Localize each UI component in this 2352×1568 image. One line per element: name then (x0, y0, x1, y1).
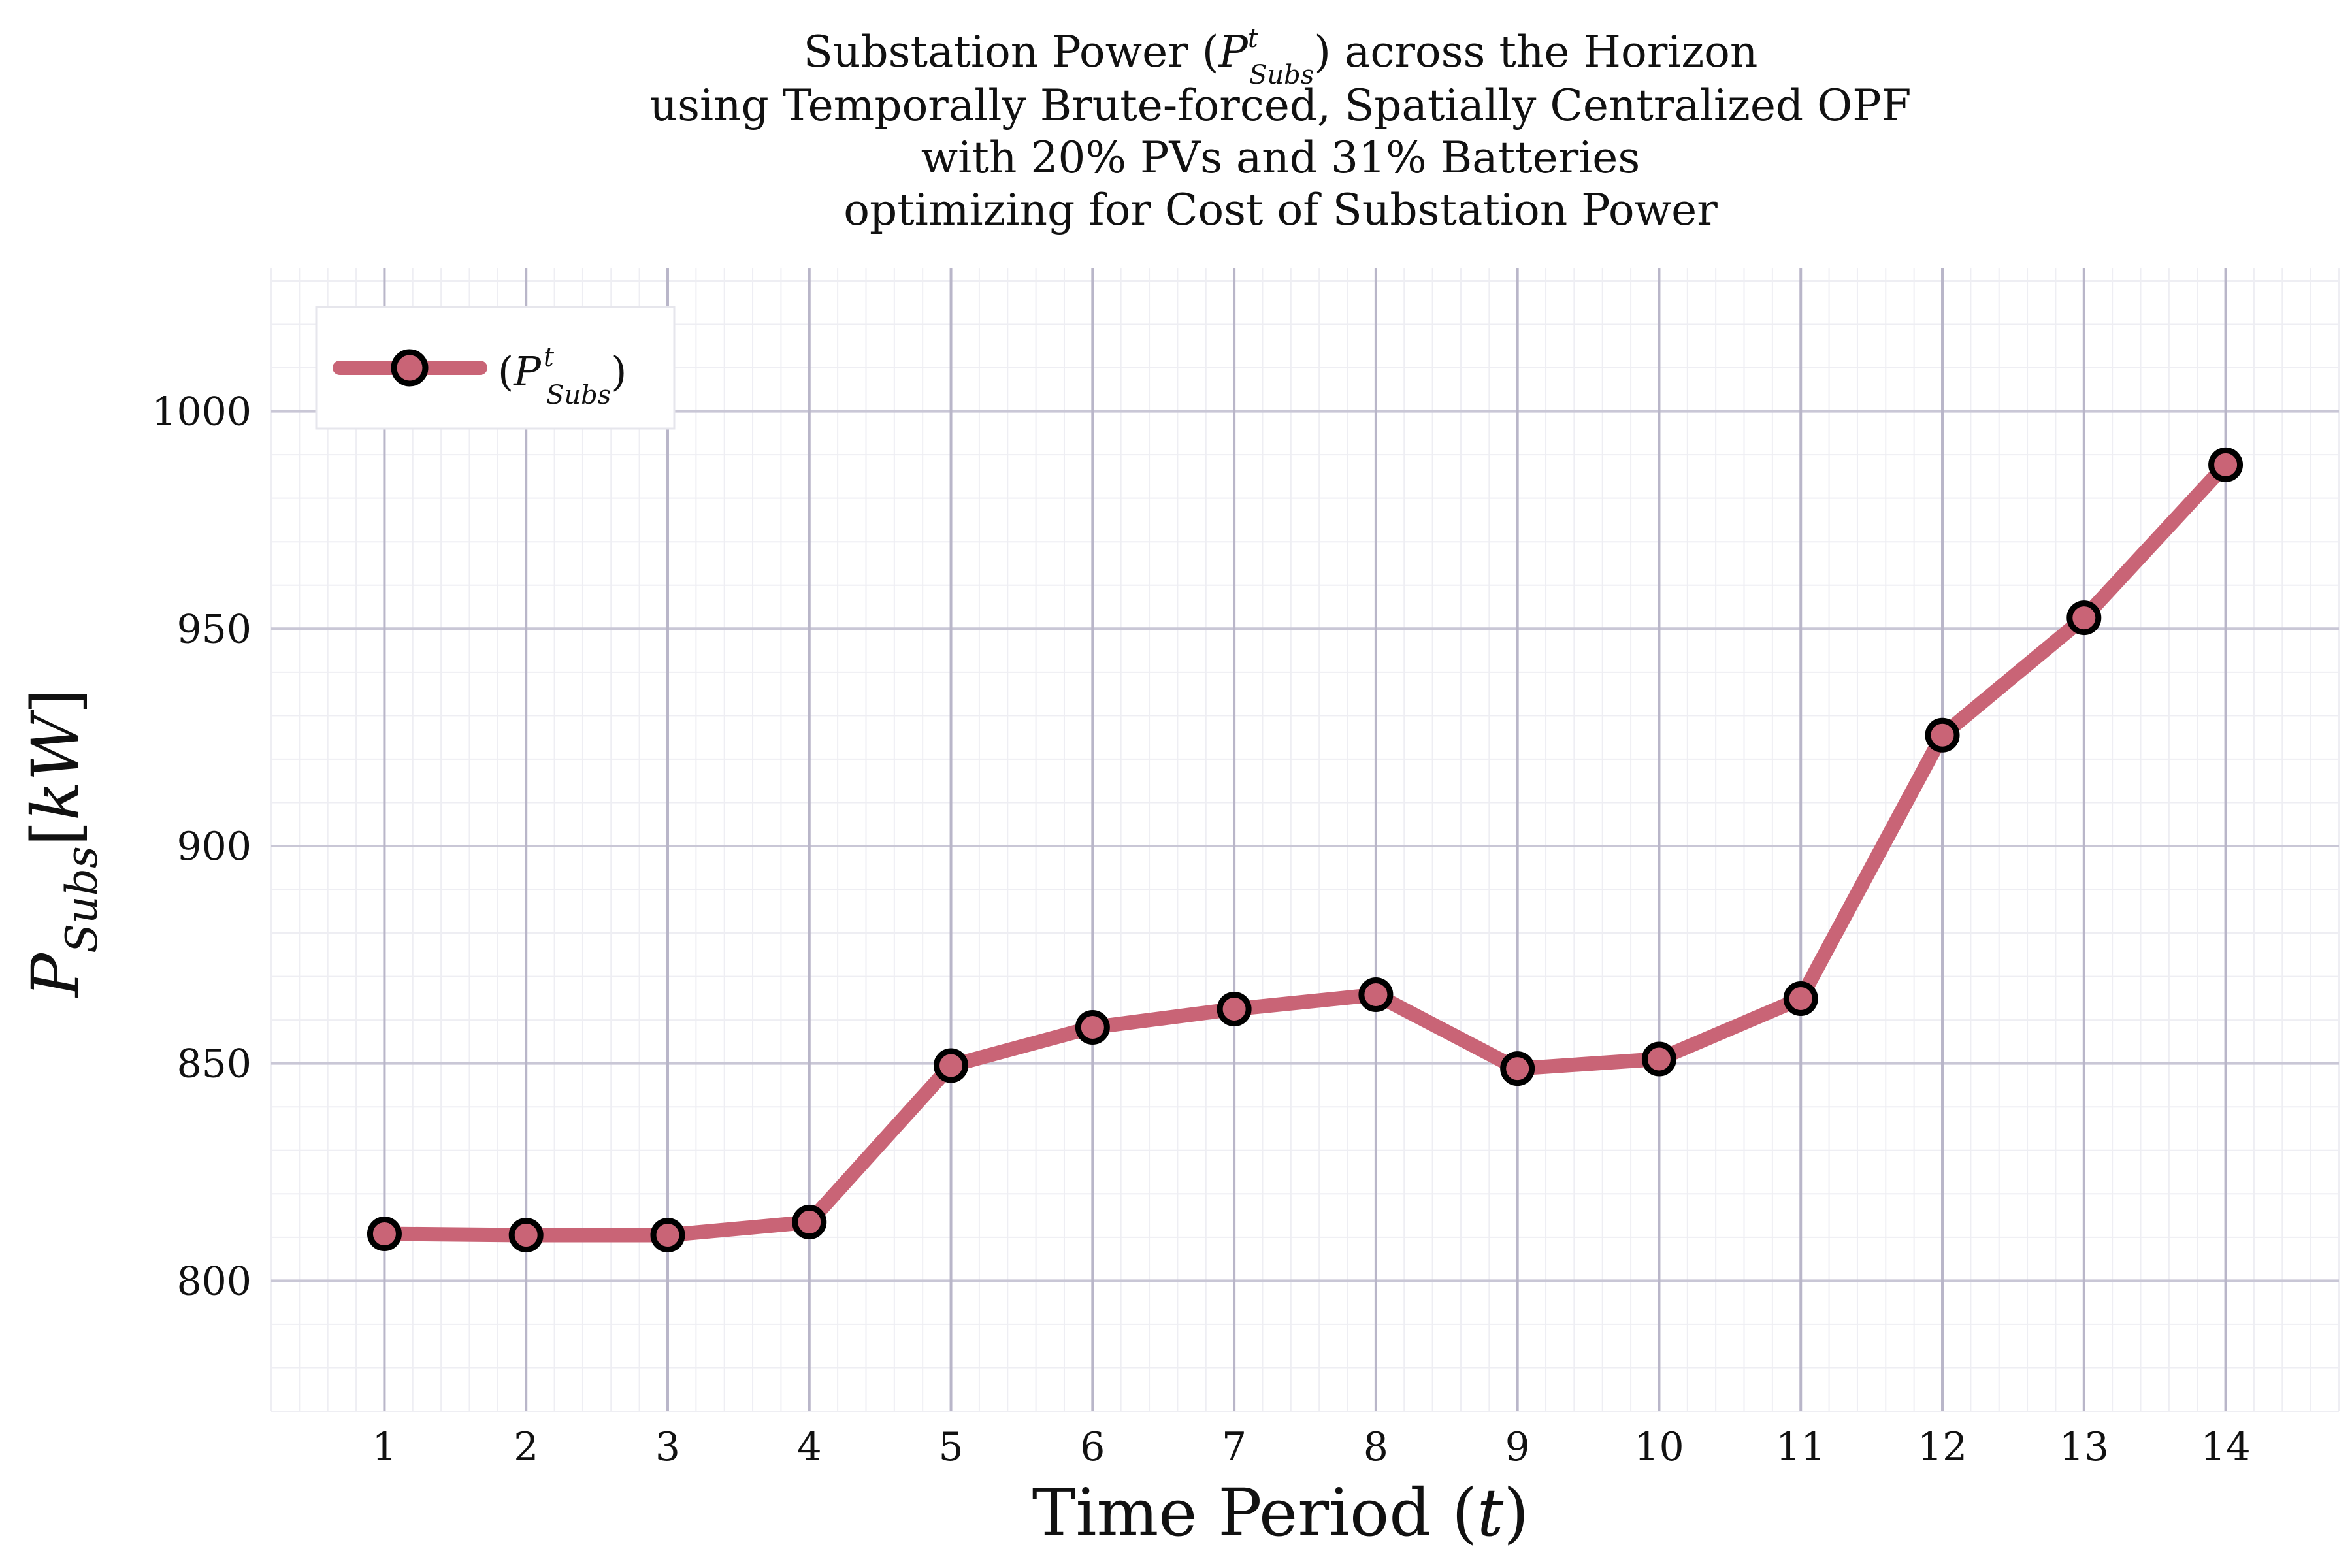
x-tick-label: 1 (372, 1424, 397, 1470)
series-line (377, 457, 2233, 1243)
y-tick-label: 950 (176, 606, 252, 652)
data-point (792, 1205, 827, 1240)
data-point (1217, 992, 1252, 1027)
y-tick-label: 900 (176, 824, 252, 870)
title-line-2: using Temporally Brute-forced, Spatially… (650, 80, 1912, 131)
x-tick-label: 11 (1776, 1424, 1825, 1470)
title-line-1: Substation Power (Pt Subs) across the Hor… (804, 24, 1758, 90)
x-tick-label: 2 (514, 1424, 538, 1470)
x-tick-label: 7 (1222, 1424, 1247, 1470)
data-point (650, 1218, 685, 1253)
legend: (P t Subs) (315, 306, 676, 430)
data-point (1075, 1009, 1110, 1045)
x-axis-label: Time Period (t) (1032, 1475, 1529, 1551)
y-axis-label: PSubs[kW] (18, 689, 107, 999)
y-tick-label: 1000 (152, 389, 252, 435)
series-layer (367, 447, 2244, 1253)
y-tick-label: 850 (176, 1041, 252, 1087)
data-point (1358, 977, 1394, 1013)
x-tick-label: 13 (2059, 1424, 2109, 1470)
x-tick-label: 9 (1505, 1424, 1530, 1470)
data-point (367, 1217, 402, 1252)
x-tick-label: 12 (1918, 1424, 1967, 1470)
data-point (1783, 981, 1818, 1017)
x-tick-label: 5 (938, 1424, 963, 1470)
x-tick-label: 6 (1080, 1424, 1105, 1470)
x-axis-ticks: 1 2 3 4 5 6 7 8 9 10 11 12 13 14 (372, 1424, 2250, 1470)
data-point (934, 1048, 969, 1083)
chart-title: Substation Power (Pt Subs) across the Hor… (650, 24, 1912, 235)
x-tick-label: 14 (2200, 1424, 2250, 1470)
title-line-3: with 20% PVs and 31% Batteries (921, 133, 1641, 183)
x-tick-label: 3 (655, 1424, 680, 1470)
data-point (1925, 717, 1960, 753)
data-point (1500, 1051, 1535, 1086)
data-point (2208, 447, 2244, 482)
legend-marker (391, 349, 429, 387)
x-tick-label: 10 (1634, 1424, 1684, 1470)
y-tick-label: 800 (176, 1258, 252, 1304)
data-point (1641, 1041, 1676, 1077)
title-line-4: optimizing for Cost of Substation Power (843, 185, 1718, 235)
data-point (508, 1218, 544, 1253)
data-point (2066, 600, 2102, 636)
x-tick-label: 8 (1364, 1424, 1388, 1470)
y-axis-ticks: 800 850 900 950 1000 (152, 389, 252, 1305)
legend-label: (P t Subs) (498, 342, 627, 410)
x-tick-label: 4 (797, 1424, 822, 1470)
